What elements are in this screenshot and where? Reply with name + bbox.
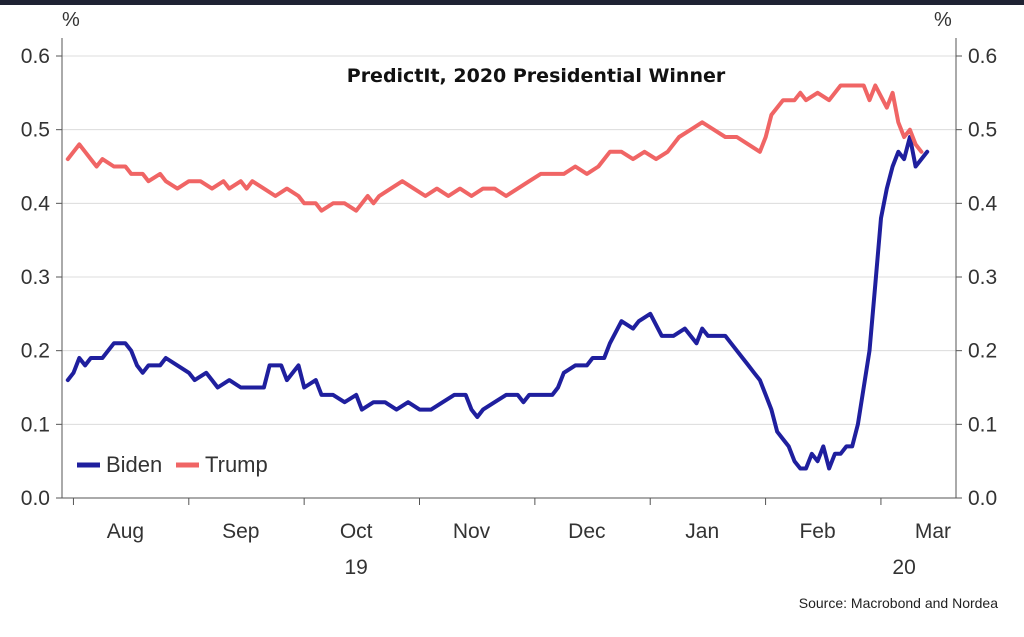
y-unit-right-label: % [934,9,952,31]
x-tick-label-mar: Mar [915,520,951,543]
x-year-label-20: 20 [892,556,915,579]
y-tick-label-right: 0.4 [968,192,998,215]
y-tick-label-left: 0.1 [21,413,50,436]
series-line-trump [65,83,924,213]
window-top-bar [0,0,1024,5]
y-tick-label-left: 0.3 [21,266,50,289]
legend-label-biden: Biden [106,452,162,477]
x-tick-label-dec: Dec [568,520,605,543]
y-tick-label-left: 0.0 [21,487,50,510]
y-tick-label-right: 0.2 [968,340,997,363]
y-tick-label-right: 0.3 [968,266,997,289]
y-tick-label-left: 0.5 [21,119,50,142]
y-tick-label-right: 0.0 [968,487,997,510]
chart-title: PredictIt, 2020 Presidential Winner [347,65,726,87]
x-tick-label-oct: Oct [340,520,373,543]
y-tick-label-left: 0.6 [21,45,50,68]
series-lines [65,83,930,471]
y-tick-label-left: 0.4 [21,192,51,215]
source-note: Source: Macrobond and Nordea [799,595,998,611]
y-tick-label-left: 0.2 [21,340,50,363]
gridlines [62,55,956,425]
y-tick-label-right: 0.6 [968,45,997,68]
axes [61,38,957,499]
y-tick-label-right: 0.1 [968,413,997,436]
series-line-biden [65,135,930,471]
x-year-label-19: 19 [344,556,367,579]
y-axis-right-ticks: 0.0 0.1 0.2 0.3 0.4 0.5 0.6 [956,45,998,510]
legend-label-trump: Trump [205,452,268,477]
x-tick-label-nov: Nov [453,520,491,543]
y-axis-left-ticks: 0.0 0.1 0.2 0.3 0.4 0.5 0.6 [21,45,62,510]
x-axis-ticks: Aug Sep Oct Nov Dec Jan Feb Mar 19 20 [72,498,951,579]
x-tick-label-sep: Sep [222,520,259,543]
legend: Biden Trump [77,452,268,477]
y-tick-label-right: 0.5 [968,119,997,142]
x-tick-label-feb: Feb [799,520,835,543]
x-tick-label-aug: Aug [107,520,144,543]
x-tick-label-jan: Jan [685,520,719,543]
y-unit-left-label: % [62,9,80,31]
